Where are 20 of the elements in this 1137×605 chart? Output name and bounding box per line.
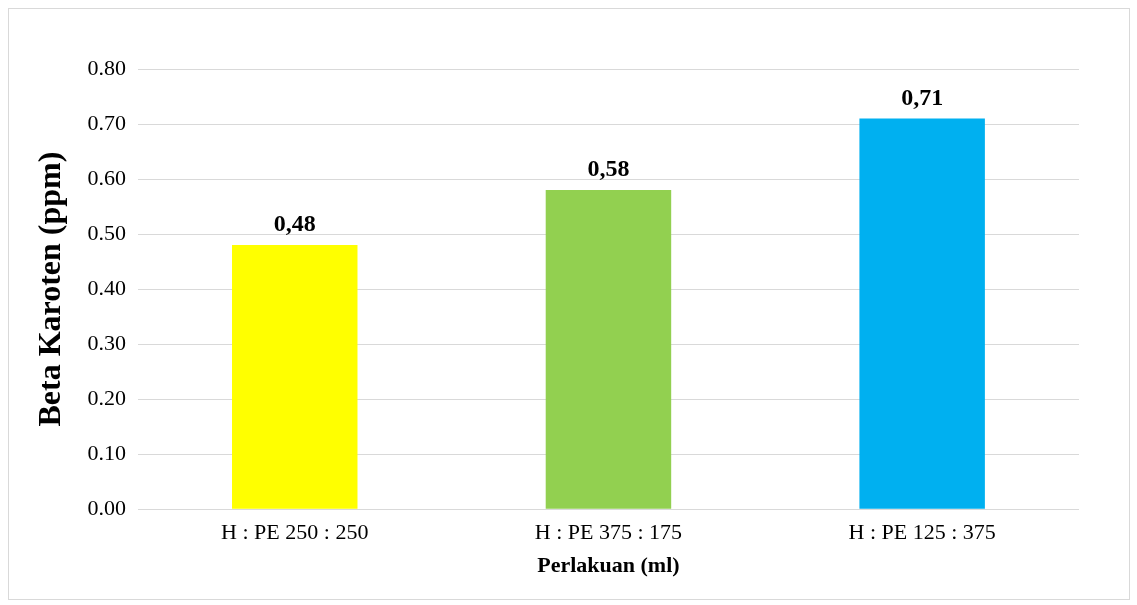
- y-tick-label: 0.60: [87, 164, 126, 190]
- y-tick-label: 0.50: [87, 219, 126, 245]
- x-tick-label: H : PE 250 : 250: [221, 519, 369, 545]
- y-tick-label: 0.10: [87, 439, 126, 465]
- data-label: 0,58: [587, 155, 630, 182]
- y-tick-label: 0.80: [87, 54, 126, 80]
- x-tick-label: H : PE 125 : 375: [848, 519, 996, 545]
- data-label: 0,48: [273, 210, 316, 237]
- y-tick-label: 0.70: [87, 109, 126, 135]
- bar: [232, 245, 358, 509]
- y-tick-label: 0.00: [87, 494, 126, 520]
- y-tick-label: 0.30: [87, 329, 126, 355]
- bar: [859, 118, 985, 509]
- data-label: 0,71: [901, 83, 944, 110]
- y-tick-label: 0.40: [87, 274, 126, 300]
- y-axis-title: Beta Karoten (ppm): [31, 151, 68, 427]
- x-axis-title: Perlakuan (ml): [537, 552, 680, 578]
- bar: [545, 190, 672, 509]
- x-tick-label: H : PE 375 : 175: [534, 519, 683, 545]
- y-tick-label: 0.20: [87, 384, 126, 410]
